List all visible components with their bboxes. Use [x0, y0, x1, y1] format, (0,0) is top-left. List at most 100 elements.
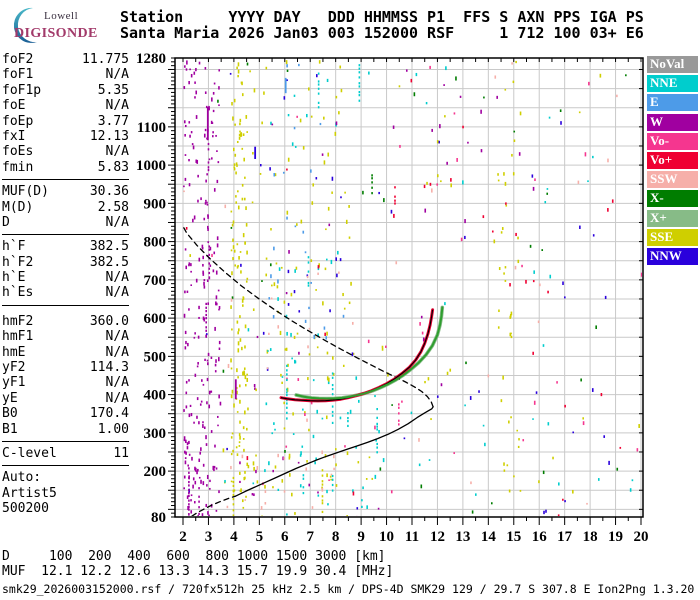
param-label: MUF(D) — [2, 184, 49, 200]
param-label: h`E — [2, 270, 26, 286]
param-label: foF2 — [2, 52, 34, 67]
param-row-hmf2: hmF2 360.0 — [2, 314, 129, 329]
param-row-fof2: foF2 11.775 — [2, 52, 129, 67]
param-label: hmF1 — [2, 329, 34, 345]
svg-text:4: 4 — [230, 529, 238, 545]
param-row-fxi: fxI 12.13 — [2, 129, 129, 144]
param-label: h`F2 — [2, 254, 34, 270]
param-row-md: M(D) 2.58 — [2, 200, 129, 215]
echo-type-legend: NoVal NNE E W Vo- Vo+ SSW X- X+ SSE NNW — [647, 56, 699, 267]
param-label: h`Es — [2, 285, 34, 301]
status-line: smk29_2026003152000.rsf / 720fx512h 25 k… — [2, 582, 695, 596]
header-line-1: Station YYYY DAY DDD HHMMSS P1 FFS S AXN… — [120, 8, 644, 26]
param-value: 2.58 — [97, 199, 129, 215]
svg-text:20: 20 — [633, 529, 648, 545]
legend-item-vo: Vo+ — [647, 151, 698, 169]
distance-row: D 100 200 400 600 800 1000 1500 3000 [km… — [2, 549, 386, 564]
param-label: foF1p — [2, 82, 42, 98]
param-label: C-level — [2, 445, 57, 461]
legend-item-vo: Vo- — [647, 132, 698, 150]
panel-divider — [2, 179, 129, 181]
svg-text:3: 3 — [205, 529, 213, 545]
param-value: N/A — [105, 214, 129, 230]
param-value: N/A — [105, 270, 129, 286]
param-row-foes: foEs N/A — [2, 144, 129, 159]
station-header: Station YYYY DAY DDD HHMMSS P1 FFS S AXN… — [120, 9, 644, 41]
param-row-foe: foE N/A — [2, 98, 129, 113]
legend-item-x: X+ — [647, 209, 698, 227]
param-label: hmF2 — [2, 313, 34, 329]
svg-text:14: 14 — [481, 529, 497, 545]
param-label: Artist5 — [2, 485, 57, 501]
param-value: 30.36 — [89, 184, 129, 200]
param-row-auto: Auto: — [2, 470, 129, 485]
legend-item-sse: SSE — [647, 228, 698, 246]
legend-item-w: W — [647, 113, 698, 131]
param-value: 360.0 — [89, 313, 129, 329]
param-label: B1 — [2, 421, 18, 437]
param-label: foF1 — [2, 67, 34, 83]
svg-text:300: 300 — [144, 426, 167, 442]
svg-text:80: 80 — [151, 510, 166, 526]
param-row-mufd: MUF(D) 30.36 — [2, 184, 129, 199]
param-value: 170.4 — [89, 406, 129, 422]
param-value: 114.3 — [89, 360, 129, 376]
param-row-foep: foEp 3.77 — [2, 114, 129, 129]
svg-text:800: 800 — [144, 235, 167, 251]
param-label: fxI — [2, 128, 26, 144]
svg-text:10: 10 — [379, 529, 394, 545]
param-value: N/A — [105, 144, 129, 160]
param-label: fmin — [2, 159, 34, 175]
param-label: Auto: — [2, 470, 42, 486]
param-row-hes: h`Es N/A — [2, 285, 129, 300]
param-label: yE — [2, 390, 18, 406]
legend-item-nne: NNE — [647, 75, 698, 93]
param-row-hmf1: hmF1 N/A — [2, 329, 129, 344]
param-label: h`F — [2, 239, 26, 255]
param-value: 11 — [113, 445, 129, 461]
param-row-fof1: foF1 N/A — [2, 67, 129, 82]
muf-row: MUF 12.1 12.2 12.6 13.3 14.3 15.7 19.9 3… — [2, 564, 394, 580]
svg-text:1280: 1280 — [136, 51, 166, 67]
param-row-b1: B1 1.00 — [2, 422, 129, 437]
brand-lowell: Lowell — [44, 10, 79, 22]
param-row-yf1: yF1 N/A — [2, 375, 129, 390]
svg-text:1000: 1000 — [136, 158, 166, 174]
svg-text:700: 700 — [144, 273, 167, 289]
svg-text:11: 11 — [405, 529, 419, 545]
svg-text:12: 12 — [430, 529, 445, 545]
param-value: 5.83 — [97, 159, 129, 175]
param-value: N/A — [105, 67, 129, 83]
param-row-fof1p: foF1p 5.35 — [2, 83, 129, 98]
crescent-icon — [13, 7, 37, 43]
param-label: foEp — [2, 113, 34, 129]
param-value: 1.00 — [97, 421, 129, 437]
svg-text:19: 19 — [608, 529, 623, 545]
param-value: N/A — [105, 98, 129, 114]
svg-text:16: 16 — [532, 529, 548, 545]
param-row-hf: h`F 382.5 — [2, 239, 129, 254]
param-value: 382.5 — [89, 239, 129, 255]
param-label: M(D) — [2, 199, 34, 215]
svg-text:7: 7 — [306, 529, 314, 545]
param-row-he: h`E N/A — [2, 270, 129, 285]
param-row-ye: yE N/A — [2, 391, 129, 406]
param-value: N/A — [105, 390, 129, 406]
param-value: N/A — [105, 329, 129, 345]
param-row-artist5: Artist5 — [2, 486, 129, 501]
param-label: D — [2, 214, 10, 230]
param-value: 11.775 — [82, 52, 129, 67]
param-row-yf2: yF2 114.3 — [2, 360, 129, 375]
svg-text:1100: 1100 — [137, 120, 166, 136]
param-row-500200: 500200 — [2, 501, 129, 516]
svg-text:500: 500 — [144, 349, 167, 365]
param-value: 5.35 — [97, 82, 129, 98]
svg-text:400: 400 — [144, 388, 167, 404]
svg-text:600: 600 — [144, 311, 167, 327]
param-row-fmin: fmin 5.83 — [2, 160, 129, 175]
legend-item-ssw: SSW — [647, 171, 698, 189]
svg-text:900: 900 — [144, 196, 167, 212]
param-label: hmE — [2, 344, 26, 360]
svg-text:17: 17 — [557, 529, 573, 545]
